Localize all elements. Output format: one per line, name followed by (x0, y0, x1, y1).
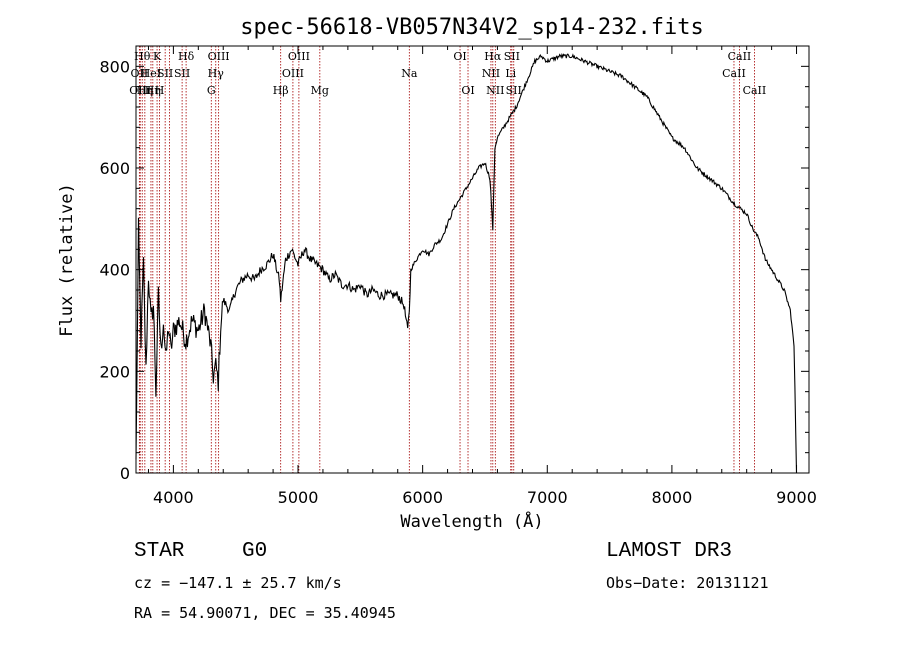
sky-coordinates: RA = 54.90071, DEC = 35.40945 (134, 604, 396, 622)
object-class: STAR (134, 540, 185, 563)
line-label: K (153, 50, 162, 63)
x-tick-label: 8000 (652, 488, 693, 507)
y-tick-label: 400 (99, 261, 130, 280)
line-label: OIII (282, 67, 304, 80)
y-tick-label: 800 (99, 57, 130, 76)
x-tick-label: 7000 (527, 488, 568, 507)
line-label: SII (506, 84, 522, 97)
y-axis-ticks: 0 200 400 600 800 (99, 57, 809, 483)
spectrum-series (135, 52, 798, 474)
line-label: CaII (722, 67, 746, 80)
line-label: Hη (145, 84, 161, 97)
line-label: SII (174, 67, 190, 80)
spectral-line-markers (138, 46, 755, 473)
redshift-velocity: cz = −147.1 ± 25.7 km/s (134, 574, 342, 592)
x-axis-ticks: 4000 5000 6000 7000 8000 9000 (147, 46, 817, 507)
line-label: H (155, 84, 165, 97)
line-label: Hδ (178, 50, 195, 63)
plot-frame (135, 45, 810, 474)
line-label: Na (401, 67, 418, 80)
line-label: OIII (288, 50, 310, 63)
line-label: OIII (208, 50, 230, 63)
spectrum-line (135, 52, 798, 474)
chart-title: spec-56618-VB057N34V2_sp14-232.fits (240, 15, 704, 40)
object-subclass: G0 (242, 540, 268, 563)
y-tick-label: 0 (120, 464, 130, 483)
line-label: G (207, 84, 216, 97)
y-tick-label: 200 (99, 362, 130, 381)
line-label: OII (131, 67, 149, 80)
line-label: OI (453, 50, 466, 63)
survey-name: LAMOST DR3 (606, 540, 733, 563)
line-label: Mg (311, 84, 329, 97)
line-label: CaII (743, 84, 767, 97)
line-label: OIII (129, 84, 151, 97)
line-label: Hγ (208, 67, 225, 80)
line-label: Hθ (134, 50, 151, 63)
line-label: Hα (484, 50, 502, 63)
y-axis-label: Flux (relative) (57, 183, 77, 337)
x-tick-label: 6000 (402, 488, 443, 507)
y-tick-label: 600 (99, 159, 130, 178)
x-tick-label: 5000 (278, 488, 319, 507)
observation-date: Obs−Date: 20131121 (606, 574, 769, 592)
line-label: SII (504, 50, 520, 63)
x-axis-label: Wavelength (Å) (400, 510, 543, 532)
line-label: Li (505, 67, 516, 80)
line-label: NII (482, 67, 500, 80)
line-label: OI (461, 84, 474, 97)
line-label: CaII (728, 50, 752, 63)
line-label: NII (486, 84, 504, 97)
x-tick-label: 4000 (153, 488, 194, 507)
line-label: Hβ (273, 84, 289, 97)
line-label: HeI (141, 67, 161, 80)
line-label: Hη (137, 84, 153, 97)
x-tick-label: 9000 (776, 488, 817, 507)
line-label: SII (157, 67, 173, 80)
